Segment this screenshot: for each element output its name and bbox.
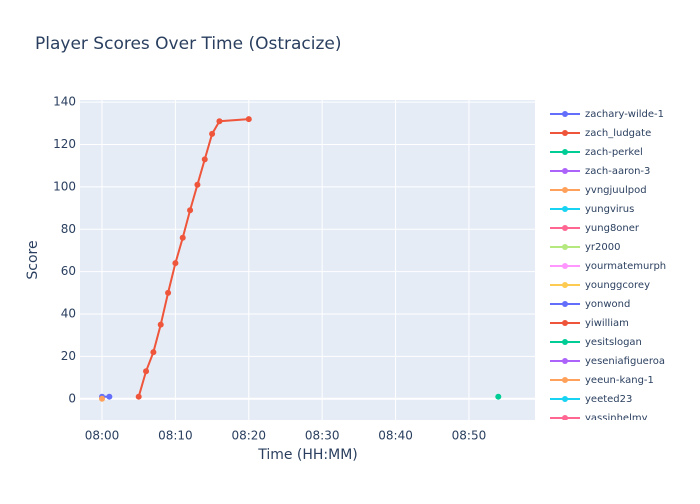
data-point (135, 393, 142, 400)
legend-label[interactable]: yr2000 (585, 242, 620, 253)
legend-label[interactable]: younggcorey (585, 280, 650, 291)
x-tick-label: 08:40 (378, 429, 413, 443)
legend-label[interactable]: yiwilliam (585, 318, 629, 329)
data-point (187, 207, 194, 214)
x-tick-label: 08:30 (305, 429, 340, 443)
legend-marker (562, 415, 568, 420)
legend-label[interactable]: yeeun-kang-1 (585, 375, 654, 386)
legend-marker (562, 320, 568, 326)
y-tick-label: 20 (61, 349, 76, 363)
legend-label[interactable]: yeeted23 (585, 394, 632, 405)
y-tick-label: 100 (53, 179, 76, 193)
data-point (106, 393, 113, 400)
legend-marker (562, 111, 568, 117)
data-point (99, 395, 106, 402)
data-point (194, 181, 201, 188)
data-point (495, 393, 502, 400)
legend-label[interactable]: zach_ludgate (585, 128, 651, 139)
legend-marker (562, 358, 568, 364)
y-tick-label: 0 (68, 391, 76, 405)
data-point (143, 368, 150, 375)
legend-marker (562, 301, 568, 307)
x-tick-label: 08:00 (85, 429, 120, 443)
data-point (201, 156, 208, 163)
chart-title: Player Scores Over Time (Ostracize) (35, 34, 342, 54)
x-tick-label: 08:50 (452, 429, 487, 443)
plot (99, 116, 502, 402)
legend-marker (562, 377, 568, 383)
y-tick-label: 60 (61, 264, 76, 278)
y-axis-label: Score (25, 240, 41, 279)
data-point (245, 116, 252, 123)
y-tick-label: 40 (61, 307, 76, 321)
legend-marker (562, 339, 568, 345)
legend-label[interactable]: yesitslogan (585, 337, 642, 348)
legend-label[interactable]: yassinhelmy (585, 413, 648, 424)
legend-marker (562, 225, 568, 231)
y-tick-label: 80 (61, 222, 76, 236)
legend-label[interactable]: yeseniafigueroa (585, 356, 665, 367)
legend-marker (562, 149, 568, 155)
data-point (157, 321, 164, 328)
legend-marker (562, 396, 568, 402)
legend-label[interactable]: zach-perkel (585, 147, 643, 158)
legend-label[interactable]: yungvirus (585, 204, 634, 215)
legend-label[interactable]: yourmatemurph (585, 261, 666, 272)
x-tick-label: 08:10 (158, 429, 193, 443)
x-axis-label: Time (HH:MM) (257, 447, 358, 463)
plot-area (80, 100, 535, 420)
legend-marker (562, 206, 568, 212)
legend-label[interactable]: zachary-wilde-1 (585, 109, 664, 120)
legend-marker (562, 282, 568, 288)
legend-marker (562, 187, 568, 193)
y-tick-label: 140 (53, 95, 76, 109)
data-point (179, 234, 186, 241)
legend-label[interactable]: yung8oner (585, 223, 640, 234)
legend-label[interactable]: yvngjuulpod (585, 185, 647, 196)
legend-marker (562, 263, 568, 269)
legend-marker (562, 244, 568, 250)
data-point (172, 260, 179, 267)
data-point (150, 349, 157, 356)
legend-marker (562, 168, 568, 174)
data-point (216, 118, 223, 125)
x-tick-label: 08:20 (231, 429, 266, 443)
y-tick-label: 120 (53, 137, 76, 151)
data-point (209, 130, 216, 137)
legend-label[interactable]: zach-aaron-3 (585, 166, 650, 177)
data-point (165, 289, 172, 296)
legend-marker (562, 130, 568, 136)
legend: zachary-wilde-1 zach_ludgate zach-perkel za… (550, 109, 666, 424)
legend-label[interactable]: yonwond (585, 299, 630, 310)
